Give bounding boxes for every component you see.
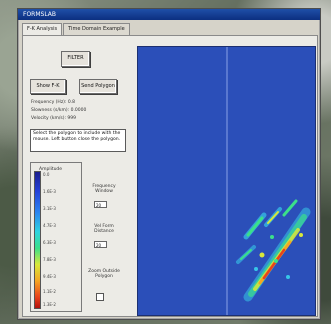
slowness-info: Slowness (s/km): 0.0000 bbox=[31, 108, 87, 113]
velocity-form-field[interactable]: 20 bbox=[94, 241, 107, 248]
frequency-window-label: Frequency Window bbox=[92, 184, 116, 194]
frequency-info: Frequency (Hz): 0.8 bbox=[31, 100, 76, 105]
send-polygon-button[interactable]: Send Polygon bbox=[79, 79, 117, 94]
color-bar bbox=[34, 171, 41, 309]
tab-time-domain[interactable]: Time Domain Example bbox=[63, 23, 130, 35]
energy-cluster bbox=[236, 199, 311, 302]
velocity-form-label: Vel Form Distance bbox=[94, 224, 114, 234]
zoom-outside-label: Zoom Outside Polygon bbox=[88, 269, 120, 279]
tab-strip: F-K Analysis Time Domain Example bbox=[22, 23, 131, 36]
legend-tick: 1.6E-3 bbox=[43, 189, 56, 194]
app-window: FORMSLAB F-K Analysis Time Domain Exampl… bbox=[17, 8, 321, 320]
zoom-outside-checkbox[interactable] bbox=[96, 293, 104, 301]
legend-tick: 1.3E-2 bbox=[43, 302, 56, 307]
legend-tick: 1.1E-2 bbox=[43, 289, 56, 294]
title-bar[interactable]: FORMSLAB bbox=[18, 9, 320, 20]
fk-plot-canvas[interactable] bbox=[138, 47, 315, 315]
legend-tick: 3.1E-3 bbox=[43, 206, 56, 211]
instruction-box: Select the polygon to include with the m… bbox=[30, 129, 126, 152]
filter-button[interactable]: FILTER bbox=[61, 51, 90, 67]
window-title: FORMSLAB bbox=[23, 11, 57, 18]
show-fk-button[interactable]: Show F-K bbox=[30, 79, 66, 94]
legend-tick: 9.4E-3 bbox=[43, 274, 56, 279]
legend-tick: 7.8E-3 bbox=[43, 257, 56, 262]
tab-panel: FILTER Show F-K Send Polygon Frequency (… bbox=[22, 35, 318, 317]
legend-tick: 4.7E-3 bbox=[43, 223, 56, 228]
legend-title: Amplitude bbox=[39, 167, 63, 172]
tab-fk-analysis[interactable]: F-K Analysis bbox=[22, 23, 63, 36]
amplitude-legend: Amplitude 0.0 1.6E-3 3.1E-3 4.7E-3 6.3E-… bbox=[30, 162, 82, 312]
legend-tick: 6.3E-3 bbox=[43, 240, 56, 245]
legend-tick: 0.0 bbox=[43, 172, 50, 177]
frequency-window-field[interactable]: 20 bbox=[94, 201, 107, 208]
fk-plot[interactable] bbox=[137, 46, 316, 316]
velocity-info: Velocity (km/s): 999 bbox=[31, 116, 76, 121]
